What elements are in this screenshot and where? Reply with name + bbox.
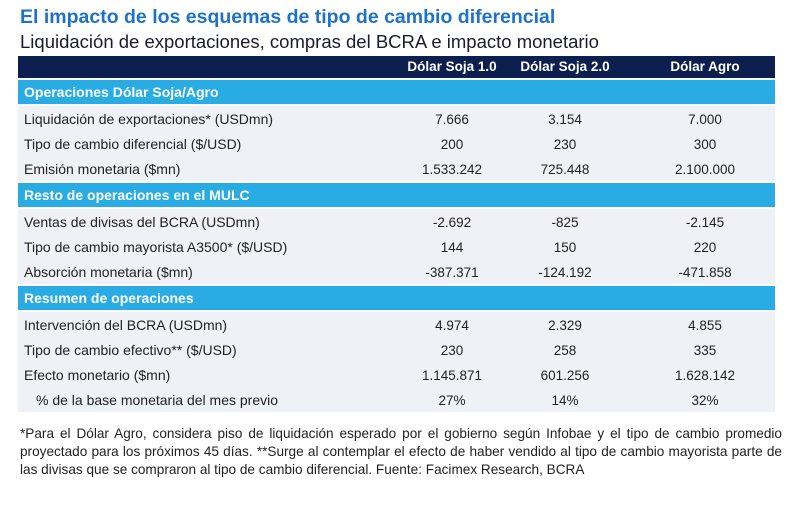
cell-value: 32%: [691, 393, 719, 408]
cell-value: -2.692: [432, 215, 472, 230]
cell-value: -124.192: [538, 265, 592, 280]
cell-value: 144: [440, 240, 464, 255]
column-header: Dólar Soja 1.0: [407, 59, 497, 74]
section-title: Resumen de operaciones: [24, 290, 194, 306]
table-row: Tipo de cambio mayorista A3500* ($/USD) 1…: [18, 234, 775, 259]
row-label: Intervención del BCRA (USDmn): [24, 317, 228, 333]
cell-value: 2.329: [548, 318, 582, 333]
cell-value: 601.256: [540, 368, 590, 383]
cell-value: 7.666: [435, 112, 469, 127]
cell-value: 200: [440, 137, 464, 152]
cell-value: 335: [693, 343, 717, 358]
cell-value: 3.154: [548, 112, 582, 127]
title: El impacto de los esquemas de tipo de ca…: [20, 6, 556, 28]
cell-value: 7.000: [688, 112, 722, 127]
row-label: Efecto monetario ($mn): [24, 367, 171, 383]
cell-value: 230: [440, 343, 464, 358]
cell-value: 27%: [438, 393, 466, 408]
row-label: Ventas de divisas del BCRA (USDmn): [24, 214, 260, 230]
cell-value: 300: [693, 137, 717, 152]
section-header: Operaciones Dólar Soja/Agro: [18, 80, 775, 104]
column-header: Dólar Agro: [670, 59, 740, 74]
footnote: *Para el Dólar Agro, considera piso de l…: [20, 426, 782, 477]
row-label: % de la base monetaria del mes previo: [36, 392, 279, 408]
cell-value: 150: [553, 240, 577, 255]
section-header: Resto de operaciones en el MULC: [18, 183, 775, 207]
row-label: Emisión monetaria ($mn): [24, 161, 181, 177]
section-title: Resto de operaciones en el MULC: [24, 187, 250, 203]
row-label: Absorción monetaria ($mn): [24, 264, 193, 280]
table-row: Intervención del BCRA (USDmn) 4.974 2.329 4…: [18, 312, 775, 337]
cell-value: 1.145.871: [421, 368, 483, 383]
table-row: Emisión monetaria ($mn) 1.533.242 725.448 2…: [18, 156, 775, 181]
cell-value: -825: [551, 215, 579, 230]
row-label: Tipo de cambio mayorista A3500* ($/USD): [24, 239, 288, 255]
section-title: Operaciones Dólar Soja/Agro: [24, 84, 219, 100]
cell-value: 14%: [551, 393, 579, 408]
table-row: Absorción monetaria ($mn) -387.371 -124.19…: [18, 259, 775, 284]
table-row: % de la base monetaria del mes previo 27%…: [18, 387, 775, 412]
table-header: [18, 56, 775, 78]
cell-value: 725.448: [540, 162, 590, 177]
row-label: Tipo de cambio efectivo** ($/USD): [24, 342, 237, 358]
table-row: Tipo de cambio efectivo** ($/USD) 230 258 3…: [18, 337, 775, 362]
cell-value: 4.974: [435, 318, 469, 333]
cell-value: 230: [553, 137, 577, 152]
cell-value: -2.145: [685, 215, 725, 230]
cell-value: -471.858: [678, 265, 732, 280]
cell-value: 258: [553, 343, 577, 358]
row-label: Tipo de cambio diferencial ($/USD): [24, 136, 242, 152]
cell-value: 220: [693, 240, 717, 255]
table-row: Liquidación de exportaciones* (USDmn) 7.6…: [18, 106, 775, 131]
table-row: Ventas de divisas del BCRA (USDmn) -2.692…: [18, 209, 775, 234]
cell-value: 4.855: [688, 318, 722, 333]
table-row: Tipo de cambio diferencial ($/USD) 200 230…: [18, 131, 775, 156]
section-header: Resumen de operaciones: [18, 286, 775, 310]
cell-value: 1.628.142: [674, 368, 736, 383]
cell-value: -387.371: [425, 265, 479, 280]
subtitle: Liquidación de exportaciones, compras de…: [20, 31, 599, 52]
column-header: Dólar Soja 2.0: [520, 59, 610, 74]
row-label: Liquidación de exportaciones* (USDmn): [24, 111, 274, 127]
table-row: Efecto monetario ($mn) 1.145.871 601.256 1.…: [18, 362, 775, 387]
cell-value: 1.533.242: [421, 162, 483, 177]
cell-value: 2.100.000: [674, 162, 736, 177]
